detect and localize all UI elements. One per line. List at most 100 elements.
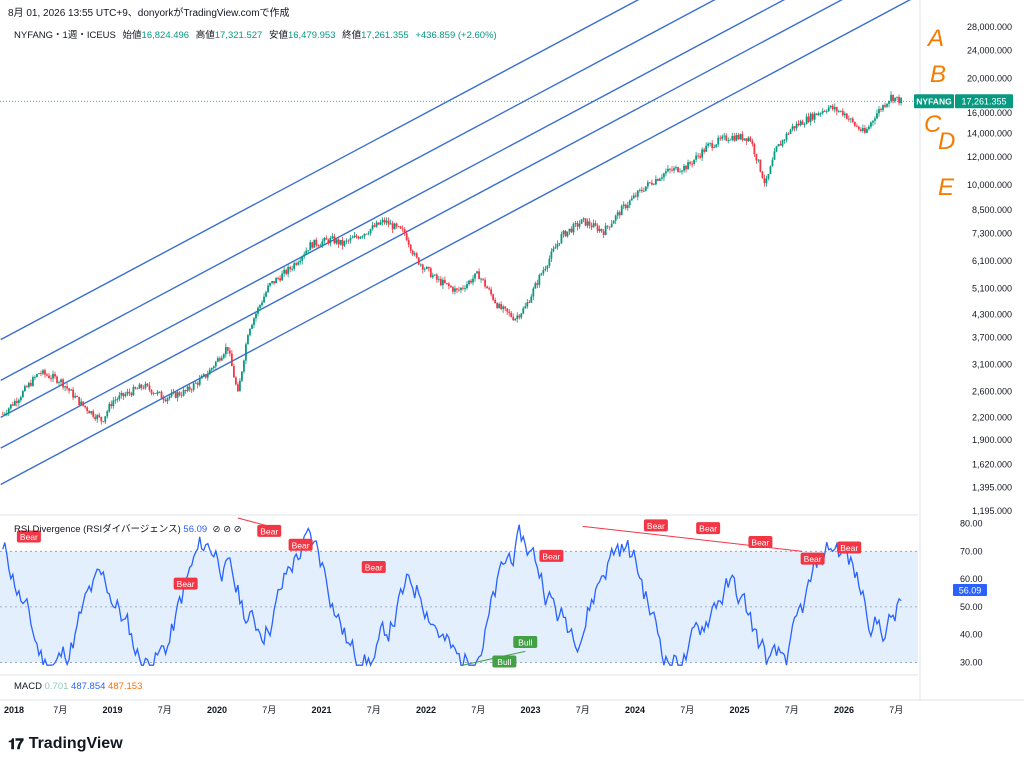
bear-label: Bear [840, 543, 858, 553]
candle-body [518, 315, 521, 318]
candle-body [355, 235, 358, 238]
channel-line [0, 0, 716, 381]
candle-body [466, 284, 468, 289]
bear-label: Bear [751, 538, 769, 548]
change-value: +436.859 (+2.60%) [415, 30, 497, 41]
candle-body [578, 223, 581, 227]
candle-body [393, 223, 396, 230]
candle-body [188, 386, 191, 390]
candle-body [164, 399, 167, 402]
candle-body [687, 162, 689, 170]
candle-body [600, 228, 603, 232]
candle-body [632, 195, 635, 199]
candle-body [154, 393, 157, 395]
candle-body [11, 404, 14, 406]
candle-body [849, 118, 852, 120]
eye-off-icon[interactable]: ⊘ ⊘ ⊘ [209, 524, 242, 535]
candle-body [126, 391, 129, 395]
candle-body [104, 416, 107, 422]
candle-body [819, 113, 822, 114]
candle-body [301, 256, 304, 261]
candle-body [827, 107, 830, 112]
candle-body [255, 313, 257, 319]
candle-body [456, 288, 458, 290]
time-tick-label: 2024 [625, 705, 645, 715]
candle-body [803, 124, 806, 125]
bear-label-box [800, 552, 825, 565]
time-tick-label: 2020 [207, 705, 227, 715]
bear-label: Bear [20, 532, 38, 542]
candle-body [829, 105, 832, 108]
candle-body [616, 212, 619, 216]
symbol-name[interactable]: NYFANG・1週・ICEUS [14, 30, 116, 41]
candle-body [538, 274, 541, 285]
candle-body [548, 258, 551, 266]
candle-body [42, 370, 44, 374]
candle-body [48, 375, 50, 379]
candle-body [389, 223, 392, 225]
price-tag-value-text: 17,261.355 [961, 97, 1006, 107]
channel-line [0, 0, 912, 486]
candle-body [271, 281, 273, 283]
candle-body [797, 123, 800, 126]
channel-line [0, 0, 786, 418]
candle-body [550, 251, 553, 259]
candle-body [510, 312, 513, 317]
candle-body [112, 400, 115, 407]
candle-body [9, 404, 12, 409]
low-value: 16,479.953 [287, 30, 336, 41]
candle-body [697, 155, 700, 157]
candle-body [735, 135, 738, 141]
candle-body [144, 383, 147, 389]
candle-body [630, 198, 633, 201]
candle-body [446, 282, 448, 284]
candle-body [685, 165, 687, 170]
candle-body [134, 387, 137, 389]
candle-body [339, 239, 342, 245]
candle-body [725, 135, 728, 141]
candle-body [817, 113, 820, 116]
candle-body [833, 107, 836, 110]
candle-body [482, 278, 484, 280]
candle-body [636, 190, 639, 197]
candle-body [488, 288, 491, 290]
candle-body [94, 416, 97, 420]
regression-channels [0, 0, 912, 486]
price-tick-label: 3,100.000 [972, 360, 1012, 370]
candle-body [886, 103, 888, 107]
candle-body [297, 262, 300, 265]
candle-body [295, 263, 298, 265]
candle-body [281, 273, 284, 281]
candle-body [695, 155, 697, 160]
candle-body [594, 223, 597, 226]
candle-body [237, 384, 239, 392]
price-tick-label: 6,100.000 [972, 256, 1012, 266]
candle-body [377, 222, 380, 225]
price-tick-label: 5,100.000 [972, 283, 1012, 293]
candle-body [287, 267, 290, 274]
candle-body [667, 168, 669, 172]
candle-body [7, 408, 10, 414]
candle-body [415, 253, 418, 258]
candle-body [870, 122, 872, 127]
candle-body [878, 109, 880, 114]
candle-body [596, 225, 599, 232]
candle-body [546, 265, 549, 269]
time-tick-label: 7月 [576, 705, 590, 715]
candle-body [689, 162, 691, 164]
candle-body [152, 393, 155, 395]
bear-label: Bear [699, 524, 717, 534]
candle-body [58, 382, 60, 383]
rsi-panel-label: RSI Divergence (RSIダイバージェンス) 56.09 ⊘ ⊘ ⊘ [14, 524, 242, 535]
candle-body [401, 228, 404, 230]
candle-body [285, 269, 288, 274]
candle-body [234, 377, 237, 385]
bear-label: Bear [177, 579, 195, 589]
candle-body [108, 403, 111, 412]
candle-body [715, 144, 718, 147]
candle-body [70, 389, 73, 391]
bear-label-box [539, 549, 564, 562]
candle-body [837, 111, 840, 112]
